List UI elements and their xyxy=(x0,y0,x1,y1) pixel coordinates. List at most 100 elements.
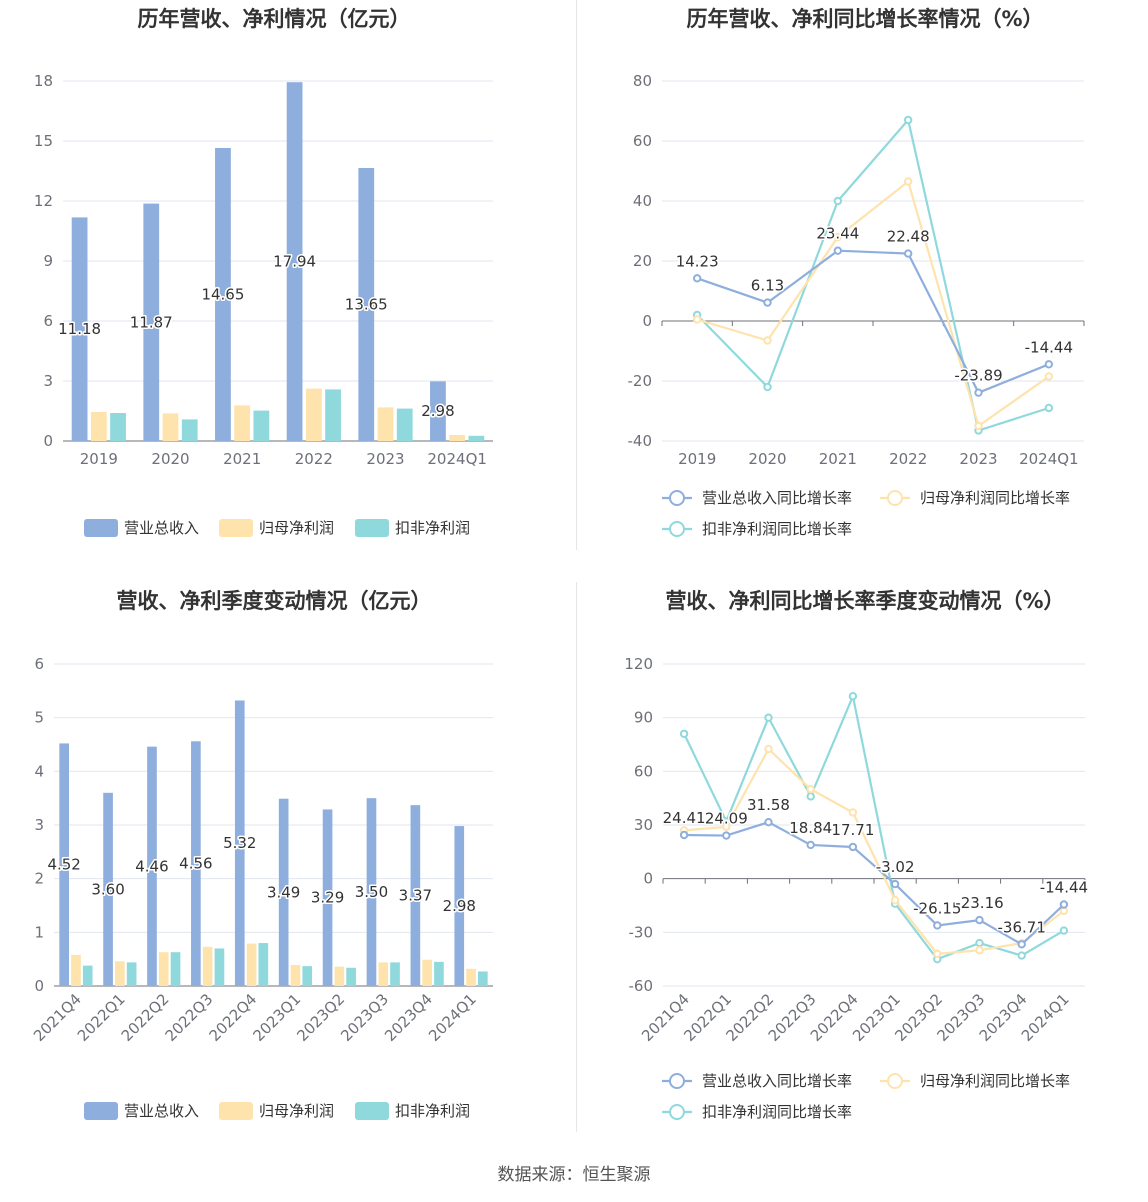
legend-label: 营业总收入同比增长率 xyxy=(702,1072,852,1090)
data-point xyxy=(1044,360,1054,369)
data-point xyxy=(763,298,772,307)
legend-label: 归母净利润 xyxy=(259,1102,334,1120)
y-tick-label: -60 xyxy=(629,977,654,995)
bar-- xyxy=(214,948,225,986)
x-tick-label: 2019 xyxy=(678,450,716,468)
series-line-2 xyxy=(683,692,1065,961)
y-tick-label: 60 xyxy=(633,132,652,150)
bar-data-label: 3.50 xyxy=(355,883,388,901)
legend-marker xyxy=(669,1073,685,1089)
y-tick-label: 6 xyxy=(43,312,53,330)
x-tick-label: 2023Q1 xyxy=(249,990,304,1045)
bar-- xyxy=(258,943,269,986)
line-data-label: 24.09 xyxy=(705,810,748,828)
data-point xyxy=(763,336,772,345)
bar-- xyxy=(126,962,137,986)
x-tick-label: 2022Q1 xyxy=(74,990,129,1045)
legend-label: 扣非净利润 xyxy=(395,519,470,537)
x-tick-label: 2022Q3 xyxy=(162,990,217,1045)
y-tick-label: -30 xyxy=(629,923,654,941)
data-point xyxy=(679,729,689,738)
bar-- xyxy=(246,943,257,986)
legend-swatch xyxy=(84,519,118,537)
x-tick-label: 2024Q1 xyxy=(425,990,480,1045)
bar-- xyxy=(110,413,126,441)
panel-divider-top xyxy=(576,0,577,550)
data-point xyxy=(1017,951,1026,960)
legend-label: 营业总收入 xyxy=(124,1102,199,1120)
chart-title: 营收、净利同比增长率季度变动情况（%） xyxy=(665,589,1064,613)
bar-- xyxy=(162,413,179,441)
x-tick-label: 2020 xyxy=(748,450,786,468)
series-line-0 xyxy=(696,249,1050,395)
legend-label: 营业总收入 xyxy=(124,519,199,537)
legend-marker xyxy=(669,521,685,537)
line-data-label: 17.71 xyxy=(831,821,874,839)
data-point xyxy=(722,831,731,840)
data-point xyxy=(833,196,843,206)
bar-- xyxy=(90,412,107,441)
data-point xyxy=(933,921,942,930)
y-tick-label: 1 xyxy=(34,923,44,941)
data-point xyxy=(1017,940,1026,949)
x-tick-label: 2020 xyxy=(151,450,189,468)
series-line-2 xyxy=(696,117,1050,432)
data-point xyxy=(848,842,858,852)
line-data-label: 6.13 xyxy=(751,277,784,295)
line-data-label: 14.23 xyxy=(676,252,719,270)
data-point xyxy=(763,382,772,392)
bar-- xyxy=(253,410,270,441)
x-tick-label: 2024Q1 xyxy=(427,450,487,468)
bar-- xyxy=(82,965,93,986)
x-tick-label: 2023Q2 xyxy=(293,990,348,1045)
bar-- xyxy=(454,826,465,986)
data-point xyxy=(1059,926,1069,935)
data-point xyxy=(679,830,689,840)
y-tick-label: 3 xyxy=(43,372,53,390)
data-point xyxy=(975,938,984,948)
panel-divider-bottom xyxy=(576,582,577,1132)
legend-label: 扣非净利润同比增长率 xyxy=(702,520,852,538)
series-line-1 xyxy=(684,747,1065,955)
series-line-1 xyxy=(696,179,1050,428)
bar-- xyxy=(325,389,341,441)
bar-- xyxy=(278,798,289,986)
y-tick-label: 9 xyxy=(43,252,53,270)
x-tick-label: 2022 xyxy=(889,450,927,468)
y-tick-label: 40 xyxy=(633,192,652,210)
legend-swatch xyxy=(355,1102,389,1120)
legend-label: 归母净利润同比增长率 xyxy=(920,489,1070,507)
bar-- xyxy=(290,965,301,986)
bar-- xyxy=(59,743,69,986)
data-point xyxy=(806,792,815,801)
legend-marker xyxy=(887,490,903,506)
data-point xyxy=(764,713,773,722)
legend-label: 归母净利润同比增长率 xyxy=(920,1072,1070,1090)
bar-- xyxy=(390,962,400,986)
x-tick-label: 2021 xyxy=(223,450,261,468)
y-tick-label: 0 xyxy=(43,432,53,450)
series-line-0 xyxy=(684,820,1065,946)
legend-swatch xyxy=(219,519,253,537)
bar-data-label: 11.18 xyxy=(58,320,101,338)
data-point xyxy=(722,822,731,831)
y-tick-label: 2 xyxy=(34,870,44,888)
data-point xyxy=(692,274,702,283)
legend-label: 营业总收入同比增长率 xyxy=(702,489,852,507)
bar-data-label: 4.46 xyxy=(135,857,168,875)
data-point xyxy=(764,744,773,754)
chart-panel-annual-growth: 历年营收、净利同比增长率情况（%） -40 -20 0 20 40 60 80 2019 2020… xyxy=(574,0,1148,582)
legend-label: 扣非净利润 xyxy=(395,1102,470,1120)
y-tick-label: 4 xyxy=(34,762,44,780)
y-tick-label: 15 xyxy=(34,132,53,150)
line-data-label: 18.84 xyxy=(789,819,832,837)
bar-- xyxy=(215,148,231,441)
bar-- xyxy=(366,798,377,986)
bar-data-label: 3.37 xyxy=(399,887,432,905)
line-data-label: -14.44 xyxy=(1040,878,1088,896)
bar-- xyxy=(103,792,113,986)
bar-- xyxy=(147,746,157,986)
y-tick-label: -40 xyxy=(628,432,653,450)
y-tick-label: 12 xyxy=(34,192,53,210)
bar-- xyxy=(468,435,485,441)
